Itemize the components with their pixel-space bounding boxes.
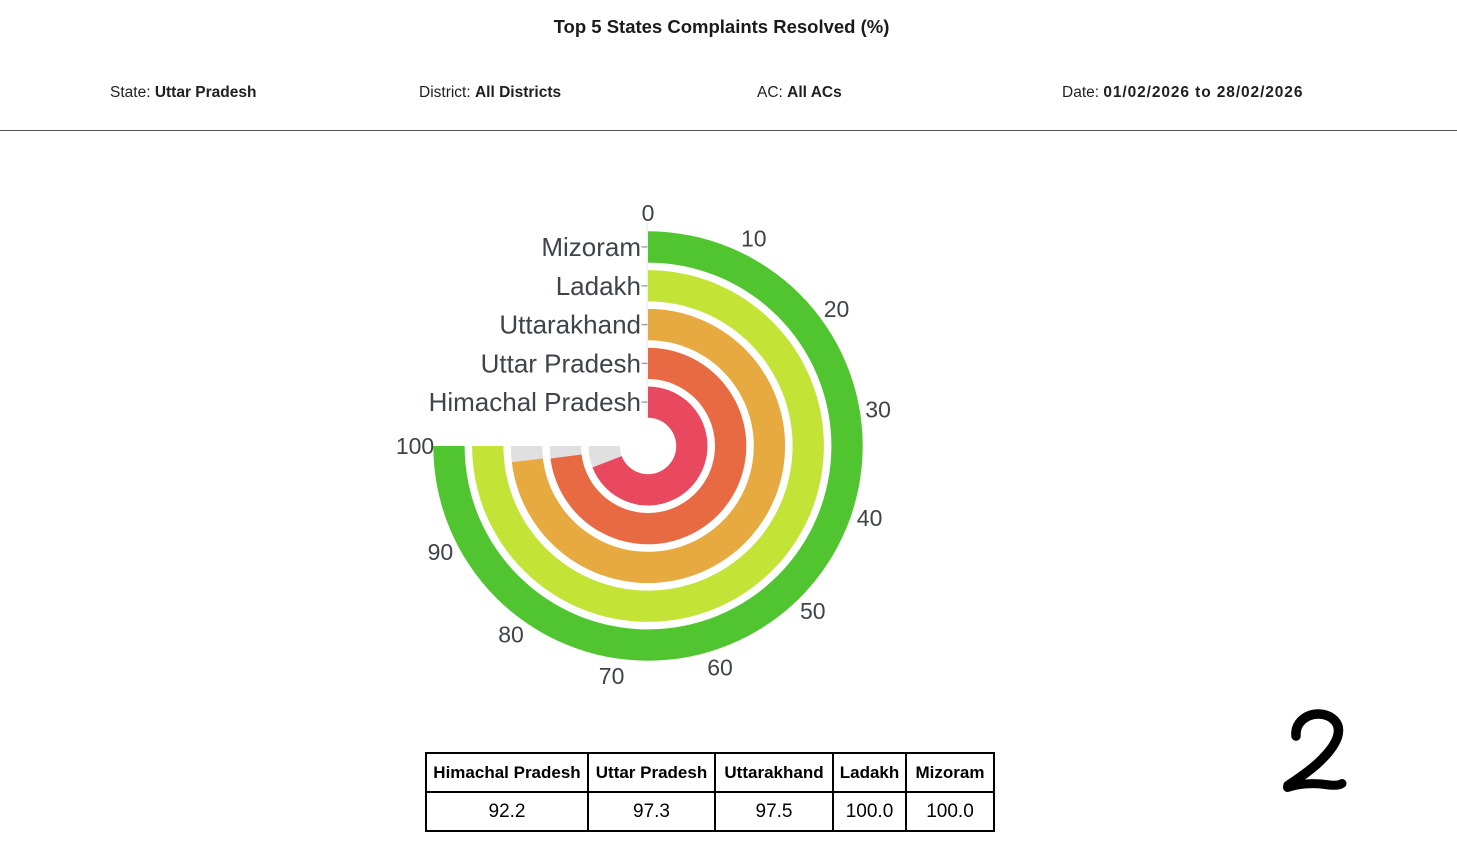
- svg-text:50: 50: [800, 598, 826, 624]
- svg-text:20: 20: [824, 296, 850, 322]
- svg-text:40: 40: [857, 505, 883, 531]
- svg-text:10: 10: [741, 225, 767, 251]
- svg-text:Mizoram: Mizoram: [541, 232, 641, 262]
- svg-text:Uttarakhand: Uttarakhand: [499, 310, 641, 340]
- svg-text:Uttar Pradesh: Uttar Pradesh: [481, 348, 641, 378]
- svg-text:80: 80: [498, 622, 524, 648]
- svg-text:Himachal Pradesh: Himachal Pradesh: [429, 387, 641, 417]
- svg-text:60: 60: [707, 655, 733, 681]
- svg-text:90: 90: [428, 539, 454, 565]
- svg-text:70: 70: [599, 663, 625, 689]
- svg-text:100: 100: [396, 433, 434, 459]
- svg-text:Ladakh: Ladakh: [556, 271, 641, 301]
- svg-text:0: 0: [642, 200, 655, 226]
- svg-text:30: 30: [865, 397, 891, 423]
